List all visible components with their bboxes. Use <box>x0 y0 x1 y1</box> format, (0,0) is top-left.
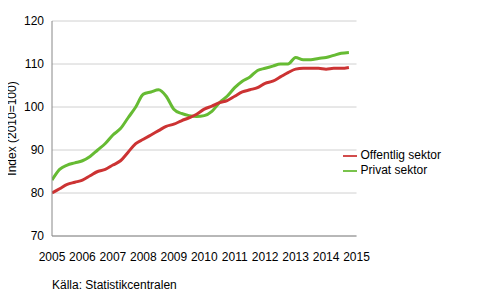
svg-text:2010: 2010 <box>191 250 218 264</box>
svg-text:2008: 2008 <box>130 250 157 264</box>
svg-text:90: 90 <box>31 143 45 157</box>
svg-text:2006: 2006 <box>69 250 96 264</box>
svg-text:2005: 2005 <box>39 250 66 264</box>
svg-text:70: 70 <box>31 229 45 243</box>
svg-text:Index (2010=100): Index (2010=100) <box>8 81 19 175</box>
svg-text:80: 80 <box>31 186 45 200</box>
svg-text:2012: 2012 <box>252 250 279 264</box>
svg-text:100: 100 <box>24 100 44 114</box>
html-text:Privat sektor: Privat sektor <box>360 162 428 177</box>
svg-text:2015: 2015 <box>343 250 370 264</box>
svg-text:110: 110 <box>25 57 44 71</box>
html-text:Källa: Statistikcentralen: Källa: Statistikcentralen <box>52 278 177 292</box>
svg-text:2007: 2007 <box>100 250 127 264</box>
svg-text:2013: 2013 <box>282 250 309 264</box>
svg-text:120: 120 <box>24 14 44 28</box>
svg-text:2014: 2014 <box>313 250 340 264</box>
html-text:Offentlig sektor: Offentlig sektor <box>360 148 441 162</box>
svg-text:2011: 2011 <box>222 250 248 264</box>
svg-text:2009: 2009 <box>160 250 187 264</box>
